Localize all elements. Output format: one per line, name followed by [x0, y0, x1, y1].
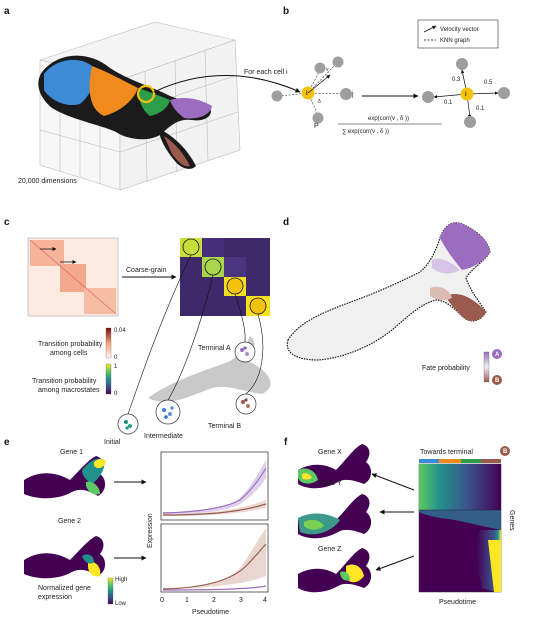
- panel-f-label: f: [284, 437, 288, 448]
- cb1-min: 0: [114, 355, 118, 361]
- gene-y-embedding: [298, 494, 372, 539]
- expr-low: Low: [115, 601, 127, 607]
- colorbar-cells: [105, 327, 112, 359]
- node-i-right-label: i: [465, 92, 467, 98]
- cb1-title-1: among cells: [50, 350, 88, 357]
- formula-denominator: ∑ exp(corr(v , δ )): [342, 129, 389, 135]
- expression-plot-top: [160, 451, 269, 521]
- panel-e-label: e: [4, 437, 10, 448]
- node-j: [340, 88, 352, 100]
- gene-y-label: Gene Y: [318, 480, 342, 487]
- delta-ij-label: δ: [318, 99, 321, 105]
- f-pseudotime-label: Pseudotime: [439, 599, 476, 606]
- gene-x-embedding: [298, 444, 372, 489]
- panel-a-to-b-arrow: [153, 75, 301, 93]
- edge-value-2: 0.1: [444, 100, 453, 106]
- label-initial: Initial: [104, 439, 121, 446]
- gene-x-label: Gene X: [318, 449, 342, 456]
- f-badge-b: [500, 446, 510, 456]
- fate-badge-a-label: A: [495, 352, 500, 358]
- cell-transition-matrix: [27, 237, 119, 317]
- x-tick-0: 0: [160, 597, 164, 604]
- p-ij-label: P: [314, 123, 319, 130]
- fate-badge-a: [492, 349, 502, 359]
- panel-d-embedding: [286, 222, 491, 361]
- panel-b-for-each: For each cell i: [244, 69, 288, 76]
- cb1-title-0: Transition probability: [38, 341, 103, 348]
- gene-z-label: Gene Z: [318, 546, 342, 553]
- panel-a-label: a: [4, 6, 10, 17]
- panel-b-graph-right: [422, 58, 510, 128]
- genes-axis-label: Genes: [508, 510, 515, 531]
- x-tick-4: 4: [263, 597, 267, 604]
- panel-b-label: b: [283, 6, 289, 17]
- gene-x-arrow: [371, 473, 415, 491]
- node-i-left-label: i: [306, 91, 308, 97]
- expression-axis-label: Expression: [147, 513, 154, 548]
- edge-value-3: 0.1: [476, 106, 485, 112]
- label-terminal-b: Terminal B: [208, 423, 241, 430]
- pseudotime-axis-label: Pseudotime: [192, 609, 229, 616]
- cb2-title-0: Transition probability: [32, 378, 97, 385]
- edge-value-1: 0.5: [484, 80, 493, 86]
- norm-expr-1: expression: [38, 594, 72, 601]
- x-tick-2: 2: [212, 597, 216, 604]
- panel-b-neighbors-left: [271, 56, 344, 124]
- f-badge-b-label: B: [503, 449, 508, 455]
- label-intermediate: Intermediate: [144, 433, 183, 440]
- velocity-arrow: [307, 74, 331, 94]
- cb2-min: 0: [114, 391, 118, 397]
- fate-colorbar: [483, 351, 490, 383]
- norm-expr-0: Normalized gene: [38, 585, 91, 592]
- node-j-label: j: [351, 91, 354, 98]
- gene1-label: Gene 1: [60, 449, 83, 456]
- gene1-embedding: [24, 456, 106, 499]
- panel-d-label: d: [283, 217, 289, 228]
- legend-knn: KNN graph: [440, 38, 470, 44]
- legend-velocity: Velocity vector: [440, 27, 479, 33]
- formula-numerator: exp(corr(v , δ )): [368, 116, 409, 122]
- edge-value-0: 0.3: [452, 77, 461, 83]
- fate-probability-label: Fate probability: [422, 365, 470, 372]
- gene2-label: Gene 2: [58, 518, 81, 525]
- gene-heatmap: [418, 463, 502, 593]
- label-terminal-a: Terminal A: [198, 345, 231, 352]
- gene2-embedding: [24, 536, 106, 579]
- macrostate-matrix: [180, 238, 270, 316]
- heatmap-pseudotime-bar: [419, 459, 501, 463]
- panel-a-dimensions: 20,000 dimensions: [18, 178, 77, 185]
- x-tick-1: 1: [185, 597, 189, 604]
- cb2-title-1: among macrostates: [38, 387, 100, 394]
- v-i-label: v: [326, 67, 329, 73]
- panel-a-cells-3d: [38, 55, 212, 169]
- panel-c-clusters: [117, 341, 257, 435]
- gene-z-arrow: [375, 555, 415, 571]
- panel-c-label: c: [4, 217, 10, 228]
- towards-terminal-label: Towards terminal: [420, 449, 473, 456]
- panel-c-connectors: [127, 254, 264, 415]
- fate-badge-b-label: B: [495, 378, 500, 384]
- colorbar-macrostates: [105, 363, 112, 395]
- coarse-grain-label: Coarse-grain: [126, 267, 167, 274]
- cb1-max: 0.04: [114, 328, 126, 334]
- cb2-max: 1: [114, 364, 118, 370]
- expr-colorbar: [107, 577, 114, 605]
- panel-b-legend: Velocity vector KNN graph: [417, 19, 499, 49]
- pseudotime-ticks: 0 1 2 3 4: [160, 597, 267, 604]
- fate-badge-b: [492, 375, 502, 385]
- expr-high: High: [115, 577, 127, 583]
- expression-plot-bottom: [160, 523, 269, 593]
- panel-c-gray-embedding: [148, 336, 271, 402]
- x-tick-3: 3: [239, 597, 243, 604]
- gene-z-embedding: [298, 548, 372, 593]
